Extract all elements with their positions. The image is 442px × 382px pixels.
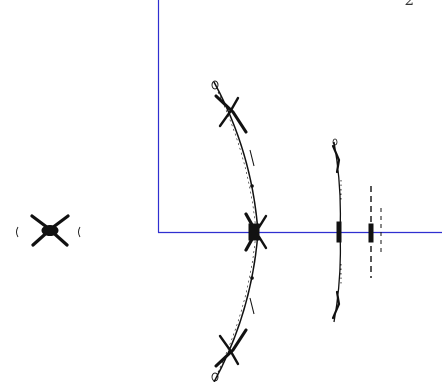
main-arc-bottom-cross-a [214, 328, 248, 368]
left-x-paren-left [16, 226, 19, 238]
main-arc-tick-lower [249, 297, 255, 315]
main-arc-top-loop [211, 80, 219, 90]
main-arc-dot-lower [250, 276, 254, 280]
left-x-paren-right [78, 226, 81, 238]
main-arc-top-cross-b [218, 96, 240, 128]
second-arc [331, 138, 342, 323]
main-arc-dot-upper [250, 184, 254, 188]
main-arc [211, 80, 268, 382]
axes [157, 0, 442, 234]
second-arc-top-loop [332, 138, 338, 146]
main-arc-bottom-loop [211, 372, 219, 382]
corner-label: 2 [404, 0, 414, 9]
main-arc-top-cross-a [214, 94, 248, 134]
third-arc-center-mark [368, 223, 374, 243]
second-arc-top-cross [331, 144, 341, 174]
third-arc [368, 186, 374, 278]
left-x-shape [16, 214, 81, 247]
second-arc-center-mark [336, 221, 342, 243]
main-arc-tick-upper [249, 149, 255, 167]
main-arc-bottom-cross-b [218, 334, 240, 366]
left-x-center [41, 225, 59, 236]
main-arc-center-body [248, 223, 260, 241]
second-arc-bottom-cross [331, 290, 341, 320]
